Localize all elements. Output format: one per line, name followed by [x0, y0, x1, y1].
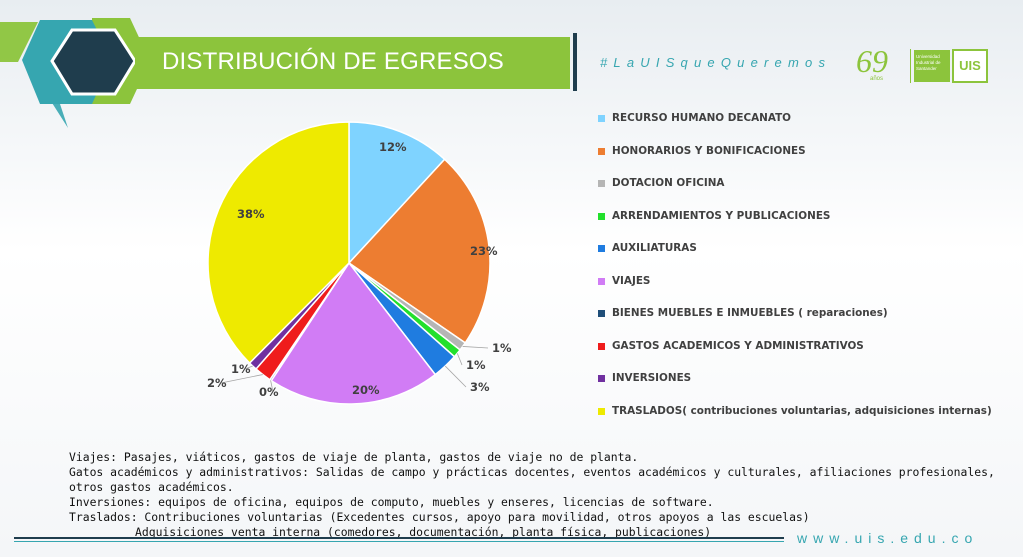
note-line: Viajes: Pasajes, viáticos, gastos de via… [69, 450, 639, 464]
legend-item: AUXILIATURAS [598, 240, 697, 256]
slice-label: 20% [352, 383, 380, 397]
note-line: otros gastos académicos. [69, 480, 234, 494]
legend-label: HONORARIOS Y BONIFICACIONES [612, 145, 806, 157]
legend-label: VIAJES [612, 275, 651, 287]
slice-label: 1% [466, 358, 486, 372]
note-line: Adquisiciones venta interna (comedores, … [135, 525, 712, 539]
slice-label: 0% [259, 385, 279, 399]
slice-label: 2% [207, 376, 227, 390]
legend-item: TRASLADOS( contribuciones voluntarias, a… [598, 403, 992, 419]
leader-line [456, 353, 463, 366]
title-bar [135, 37, 570, 89]
footer-rule [14, 537, 784, 539]
uis-logo-mark: UIS [952, 49, 988, 83]
legend-label: AUXILIATURAS [612, 242, 697, 254]
hashtag: #LaUISqueQueremos [600, 55, 832, 70]
pie-slice [347, 158, 491, 344]
legend-swatch [598, 309, 605, 317]
legend-swatch [598, 407, 605, 415]
legend-swatch [598, 147, 605, 155]
legend-swatch [598, 244, 605, 252]
pie-slice [207, 121, 350, 365]
logo-separator [910, 49, 911, 83]
legend-item: HONORARIOS Y BONIFICACIONES [598, 143, 806, 159]
legend-label: ARRENDAMIENTOS Y PUBLICACIONES [612, 210, 831, 222]
notes: Viajes: Pasajes, viáticos, gastos de via… [69, 450, 995, 540]
legend-item: GASTOS ACADEMICOS Y ADMINISTRATIVOS [598, 338, 864, 354]
legend-label: TRASLADOS( contribuciones voluntarias, a… [612, 405, 992, 417]
title-divider [573, 33, 577, 91]
legend-item: VIAJES [598, 273, 650, 289]
anniversary-logo: 69 [856, 43, 888, 79]
pie-chart: 12% 23% 1% 1% 3% 20% 0% 2% 1% 38% [207, 121, 512, 405]
note-line: Gatos académicos y administrativos: Sali… [69, 465, 995, 479]
leader-line [270, 380, 274, 393]
university-name: Universidad Industrial de Santander [914, 50, 950, 82]
legend-swatch [598, 342, 605, 350]
slice-label: 1% [492, 341, 512, 355]
pie-slice [348, 121, 446, 265]
leader-line [220, 374, 263, 384]
legend-swatch [598, 179, 605, 187]
legend-item: DOTACION OFICINA [598, 175, 724, 191]
page-title: DISTRIBUCIÓN DE EGRESOS [162, 48, 504, 75]
legend-item: ARRENDAMIENTOS Y PUBLICACIONES [598, 208, 830, 224]
anniversary-caption: años [870, 76, 884, 82]
legend-swatch [598, 212, 605, 220]
legend-label: BIENES MUEBLES E INMUEBLES ( reparacione… [612, 307, 888, 319]
slice-label: 3% [470, 380, 490, 394]
legend-item: RECURSO HUMANO DECANATO [598, 110, 791, 126]
slice-label: 23% [470, 244, 498, 258]
note-line: Inversiones: equipos de oficina, equipos… [69, 495, 714, 509]
leader-line [244, 365, 253, 370]
slice-label: 38% [237, 207, 265, 221]
legend-label: GASTOS ACADEMICOS Y ADMINISTRATIVOS [612, 340, 864, 352]
slice-label: 12% [379, 140, 407, 154]
pie-slice [270, 261, 437, 405]
website-link[interactable]: www.uis.edu.co [797, 530, 979, 546]
legend-label: INVERSIONES [612, 372, 692, 384]
leader-line [462, 346, 489, 349]
slice-label: 1% [231, 362, 251, 376]
note-line: Traslados: Contribuciones voluntarias (E… [69, 510, 810, 524]
logo: 69 años Universidad Industrial de Santan… [856, 43, 996, 87]
legend-item: BIENES MUEBLES E INMUEBLES ( reparacione… [598, 305, 888, 321]
leader-line [444, 365, 467, 388]
legend-item: INVERSIONES [598, 370, 691, 386]
legend-swatch [598, 114, 605, 122]
legend-label: RECURSO HUMANO DECANATO [612, 112, 791, 124]
legend-swatch [598, 374, 605, 382]
legend-swatch [598, 277, 605, 285]
footer-rule-thin [14, 541, 784, 542]
legend-label: DOTACION OFICINA [612, 177, 725, 189]
